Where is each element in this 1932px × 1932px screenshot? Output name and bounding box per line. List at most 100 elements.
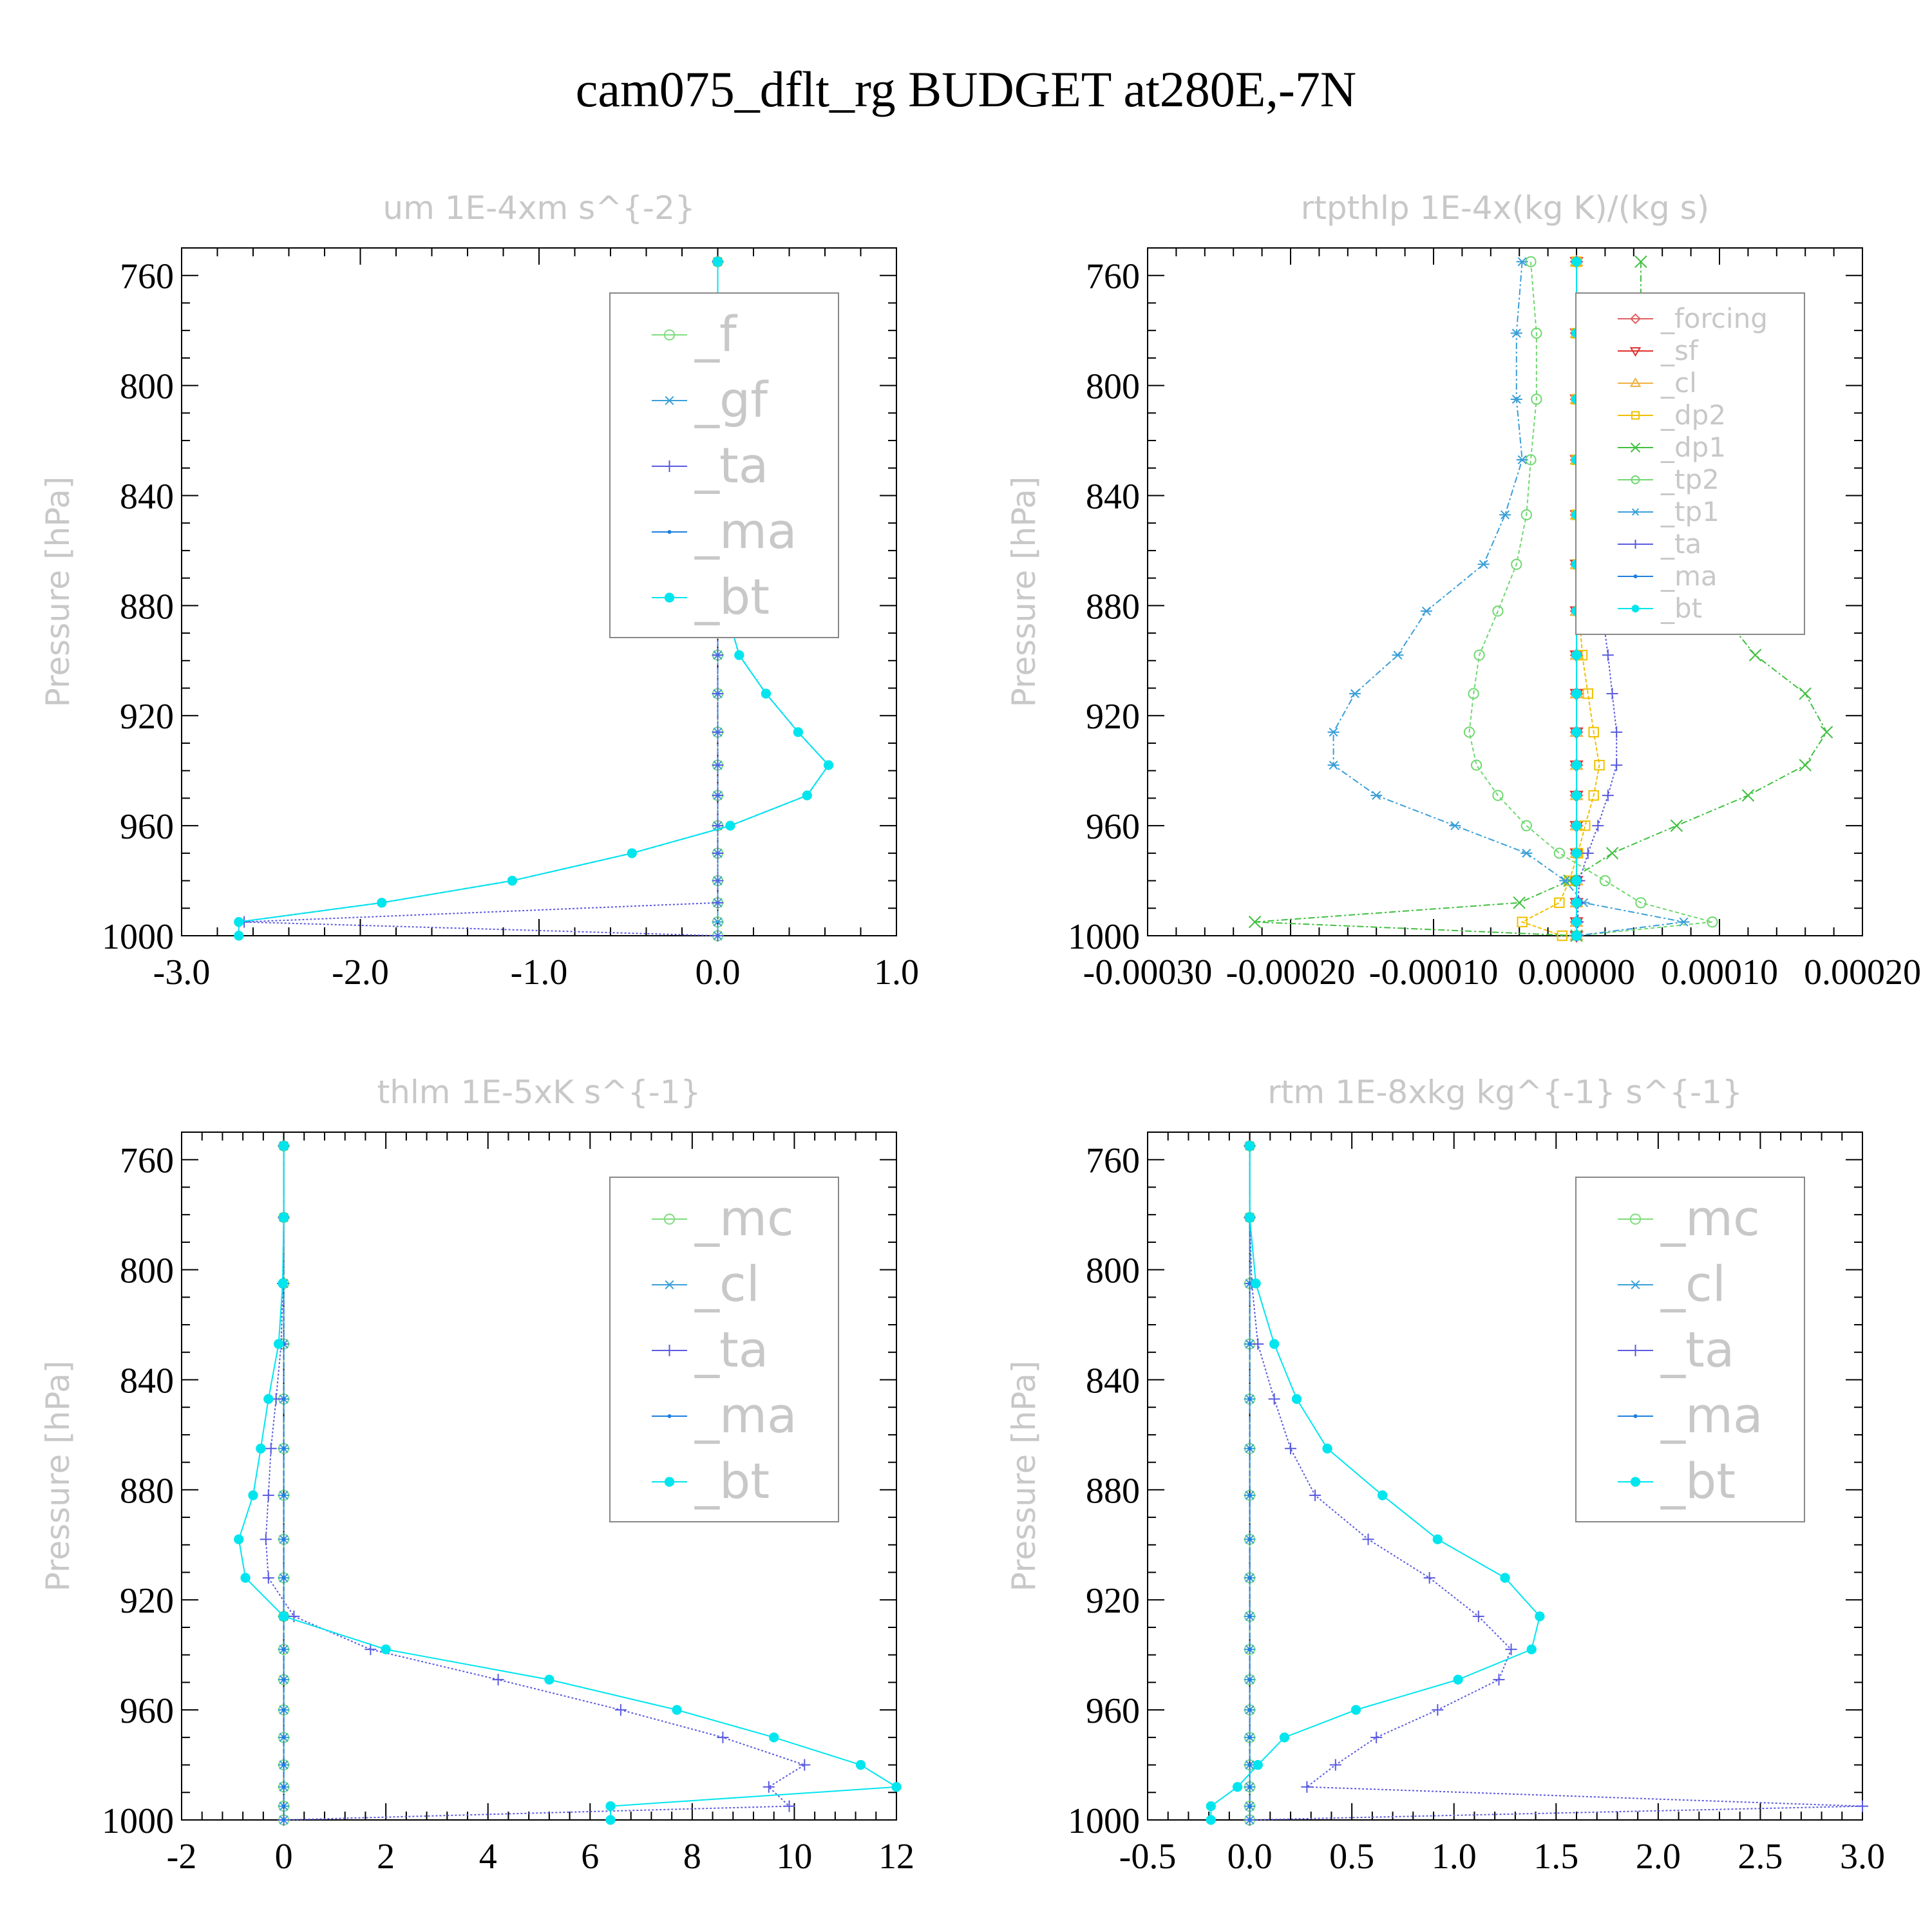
data-point <box>1629 1345 1642 1356</box>
data-point <box>605 1801 616 1812</box>
data-point <box>281 1647 286 1652</box>
panel-2: rtpthlp 1E-4x(kg K)/(kg s) Pressure [hPa]… <box>1005 189 1921 992</box>
y-axis-label: Pressure [hPa] <box>1005 1361 1043 1592</box>
data-point <box>1557 930 1568 942</box>
legend-label: _ta <box>694 1321 768 1378</box>
data-point <box>1251 1278 1261 1289</box>
series-tp2 <box>1463 256 1718 942</box>
y-axis-label: Pressure [hPa] <box>39 477 77 708</box>
data-point <box>1253 1759 1263 1770</box>
data-point <box>663 1213 676 1225</box>
data-point <box>1571 916 1582 927</box>
data-point <box>891 1782 902 1792</box>
data-point <box>1820 726 1833 739</box>
data-point <box>1630 1477 1641 1487</box>
y-tick-label: 880 <box>120 587 174 627</box>
y-tick-label: 880 <box>120 1471 174 1511</box>
data-point <box>1247 1493 1252 1497</box>
series-line <box>1210 1146 1541 1820</box>
y-tick-label: 880 <box>1086 1471 1140 1511</box>
legend-label: _cl <box>694 1255 760 1312</box>
legend-box <box>609 1177 839 1522</box>
data-point <box>278 1141 289 1151</box>
data-point <box>1630 313 1641 325</box>
series-bt <box>1206 1141 1545 1825</box>
data-point <box>664 1477 675 1487</box>
data-point <box>1670 819 1683 832</box>
data-point <box>1857 1800 1868 1812</box>
y-tick-label: 960 <box>1086 1691 1140 1731</box>
data-point <box>1420 606 1432 616</box>
data-point <box>1247 1397 1252 1401</box>
data-point <box>278 1278 288 1289</box>
x-tick-label: 0.00020 <box>1804 952 1921 992</box>
data-point <box>365 1643 377 1656</box>
data-point <box>1232 1782 1243 1792</box>
data-point <box>1370 791 1383 800</box>
x-tick-label: -0.00020 <box>1226 952 1356 992</box>
legend-label: _mc <box>1660 1189 1760 1247</box>
data-point <box>1392 650 1404 660</box>
data-point <box>1472 1610 1484 1622</box>
y-tick-label: 960 <box>120 807 174 847</box>
data-point <box>667 1414 672 1418</box>
data-point <box>1473 649 1485 661</box>
data-point <box>1592 820 1604 832</box>
data-point <box>1510 328 1522 338</box>
data-point <box>1582 847 1594 859</box>
panels: um 1E-4xm s^{-2}Pressure [hPa]7608008408… <box>39 189 1921 1877</box>
x-tick-label: 1.0 <box>1432 1837 1477 1877</box>
legend-label: _bt <box>694 568 770 625</box>
data-point <box>1327 761 1340 770</box>
data-point <box>248 1490 258 1501</box>
data-point <box>1571 848 1582 858</box>
data-point <box>1629 377 1642 387</box>
data-point <box>381 1644 391 1654</box>
data-point <box>1247 1735 1252 1739</box>
y-tick-label: 840 <box>120 1361 174 1401</box>
data-point <box>672 1705 682 1715</box>
legend: _mc _cl _ta _ma _bt <box>609 1177 839 1522</box>
data-point <box>1322 1443 1332 1454</box>
x-tick-label: -0.00010 <box>1369 952 1499 992</box>
data-point <box>1678 917 1690 927</box>
legend-label: _f <box>694 305 738 363</box>
legend-label: _dp2 <box>1660 399 1726 431</box>
data-point <box>1799 687 1812 700</box>
legend-label: _ma <box>694 1387 797 1444</box>
data-point <box>281 1804 286 1808</box>
series-tp1 <box>1327 257 1690 941</box>
legend-label: _mc <box>694 1189 794 1247</box>
data-point <box>1370 1731 1383 1743</box>
x-tick-label: -0.5 <box>1119 1837 1177 1877</box>
data-point <box>1553 848 1566 859</box>
data-point <box>1206 1815 1216 1825</box>
data-point <box>1531 327 1542 339</box>
data-point <box>1244 1212 1255 1223</box>
data-point <box>256 1443 266 1454</box>
data-point <box>278 1611 289 1622</box>
data-point <box>663 395 676 406</box>
series-ma <box>1247 1144 1252 1822</box>
legend-label: _dp1 <box>1660 431 1726 463</box>
data-point <box>281 1678 286 1682</box>
data-point <box>1634 255 1647 269</box>
data-point <box>1571 820 1582 831</box>
data-point <box>1268 1393 1280 1405</box>
legend-box <box>609 292 839 638</box>
data-point <box>1247 1804 1252 1808</box>
data-point <box>1309 1489 1321 1501</box>
y-axis-label: Pressure [hPa] <box>1005 477 1043 708</box>
data-point <box>1247 1281 1252 1285</box>
data-point <box>712 759 724 772</box>
y-tick-label: 840 <box>1086 1361 1140 1401</box>
data-point <box>1453 1674 1463 1685</box>
data-point <box>273 1339 284 1349</box>
data-point <box>1582 688 1593 699</box>
data-point <box>1463 726 1475 738</box>
x-tick-label: 8 <box>683 1837 701 1877</box>
data-point <box>1520 820 1532 831</box>
data-point <box>1350 1705 1361 1715</box>
data-point <box>1516 257 1528 267</box>
